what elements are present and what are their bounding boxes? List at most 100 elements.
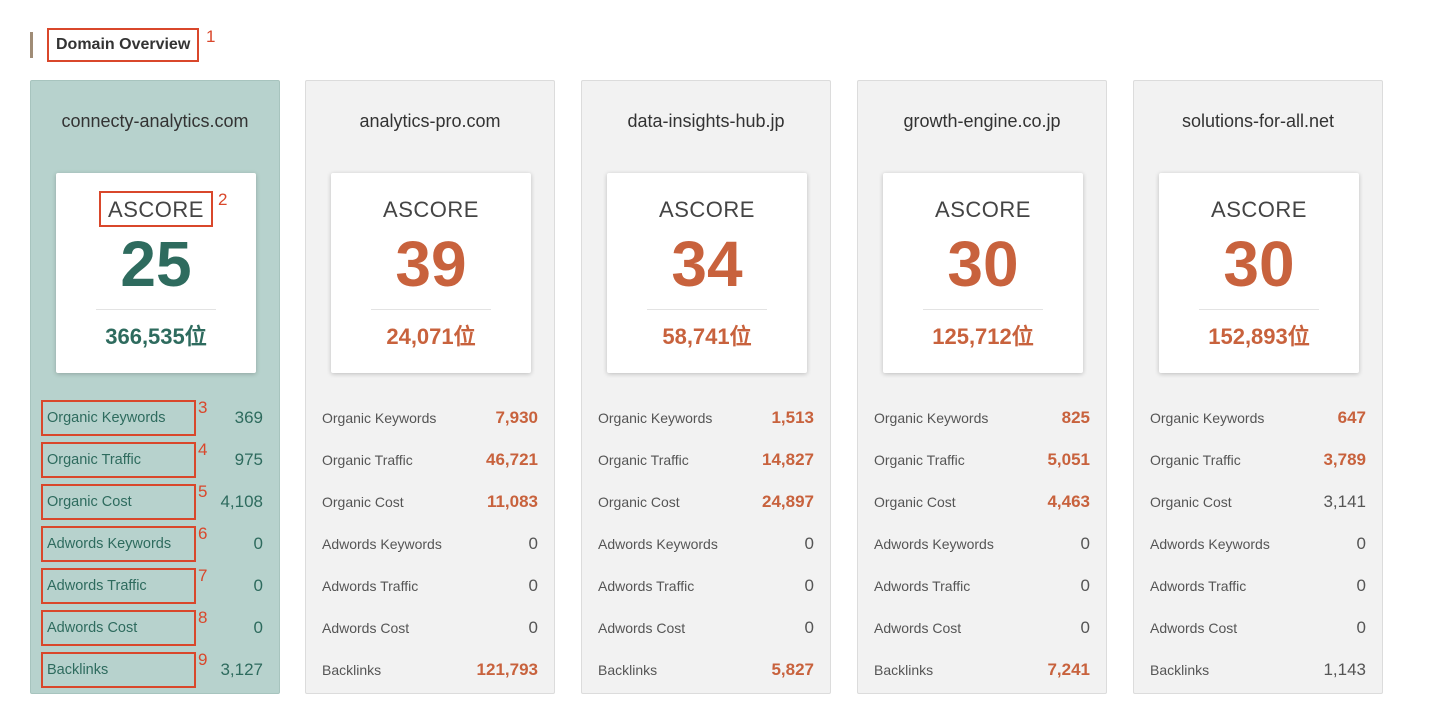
- ascore-annotation-box: [99, 191, 213, 227]
- header-annotation-box: Domain Overview: [47, 28, 200, 62]
- ascore-value: 39: [395, 228, 467, 300]
- annotation-number: 8: [198, 608, 208, 627]
- annotation-number: 9: [198, 650, 208, 669]
- metric-row: Adwords Keywords 0: [1134, 523, 1382, 565]
- card-domain-name: data-insights-hub.jp: [627, 111, 785, 131]
- metric-label: Organic Cost: [598, 494, 680, 510]
- metric-label[interactable]: Adwords Keywords: [41, 526, 196, 562]
- metric-label: Backlinks: [1150, 662, 1210, 678]
- metric-row: Backlinks 1,143: [1134, 649, 1382, 691]
- metric-value: 825: [1061, 408, 1090, 427]
- ascore-box: ASCORE 30 152,893位: [1159, 173, 1359, 373]
- score-divider: [96, 309, 216, 310]
- metric-row: Organic Keywords 7,930: [306, 397, 554, 439]
- metric-row: Adwords Keywords 0: [31, 523, 279, 565]
- metric-row: Adwords Cost 0: [1134, 607, 1382, 649]
- metric-value: 0: [1356, 618, 1366, 637]
- metric-row: Adwords Cost 0: [31, 607, 279, 649]
- metric-value: 0: [528, 534, 538, 553]
- metric-row: Adwords Keywords 0: [582, 523, 830, 565]
- annotation-number: 6: [198, 524, 208, 543]
- annotation-number: 2: [218, 190, 228, 209]
- metric-label: Adwords Keywords: [874, 536, 994, 552]
- metric-value: 14,827: [762, 450, 814, 469]
- metric-row: Adwords Cost 0: [858, 607, 1106, 649]
- metric-label: Backlinks: [322, 662, 382, 678]
- metric-row: Adwords Cost 0: [306, 607, 554, 649]
- metric-label: Adwords Cost: [874, 620, 962, 636]
- metric-label[interactable]: Organic Keywords: [41, 400, 196, 436]
- metric-row: Organic Cost 24,897: [582, 481, 830, 523]
- metric-label: Backlinks: [598, 662, 658, 678]
- metric-row: Adwords Traffic 0: [858, 565, 1106, 607]
- domain-card: solutions-for-all.net ASCORE 30 152,893位 Org…: [1133, 80, 1383, 694]
- metric-row: Organic Cost 11,083: [306, 481, 554, 523]
- metric-label[interactable]: Backlinks: [41, 652, 196, 688]
- metric-label: Adwords Cost: [322, 620, 410, 636]
- ascore-label: ASCORE: [659, 197, 755, 222]
- ascore-box: ASCORE 30 125,712位: [883, 173, 1083, 373]
- metric-value: 0: [1080, 534, 1090, 553]
- ascore-label: ASCORE: [383, 197, 479, 222]
- ascore-label: ASCORE: [1211, 197, 1307, 222]
- metric-label: Adwords Keywords: [1150, 536, 1270, 552]
- metric-row: Adwords Traffic 0: [1134, 565, 1382, 607]
- metric-label: Backlinks: [874, 662, 934, 678]
- metric-row: Adwords Keywords 0: [858, 523, 1106, 565]
- metric-label: Adwords Cost: [1150, 620, 1238, 636]
- metric-value: 0: [1356, 534, 1366, 553]
- metric-row: Adwords Cost 0: [582, 607, 830, 649]
- annotation-number: 1: [206, 27, 216, 46]
- metric-value: 0: [1080, 576, 1090, 595]
- ascore-rank: 24,071位: [386, 324, 476, 349]
- metric-value: 7,930: [495, 408, 538, 427]
- metric-label[interactable]: Adwords Traffic: [41, 568, 196, 604]
- section-header: Domain Overview: [30, 28, 200, 62]
- ascore-rank: 152,893位: [1208, 324, 1310, 349]
- metric-label: Organic Keywords: [1150, 410, 1265, 426]
- metric-label: Organic Keywords: [598, 410, 713, 426]
- metrics-list: Organic Keywords 369 Organic Traffic 975 Org…: [31, 397, 279, 691]
- header-accent-bar: [30, 32, 33, 58]
- metric-value: 4,463: [1047, 492, 1090, 511]
- metric-row: Adwords Traffic 0: [31, 565, 279, 607]
- metric-row: Organic Traffic 3,789: [1134, 439, 1382, 481]
- metric-value: 0: [253, 576, 263, 595]
- metric-value: 975: [234, 450, 263, 469]
- domain-card: analytics-pro.com ASCORE 39 24,071位 Organic …: [305, 80, 555, 694]
- domain-card-primary: connecty-analytics.com ASCORE 25 366,535位 Or…: [30, 80, 280, 694]
- ascore-rank: 125,712位: [932, 324, 1034, 349]
- score-divider: [1199, 309, 1319, 310]
- score-divider: [923, 309, 1043, 310]
- metric-value: 7,241: [1047, 660, 1090, 679]
- annotation-number: 4: [198, 440, 208, 459]
- card-domain-name: solutions-for-all.net: [1181, 111, 1335, 131]
- metric-row: Adwords Traffic 0: [582, 565, 830, 607]
- page-title: Domain Overview: [56, 36, 191, 53]
- metric-value: 5,051: [1047, 450, 1090, 469]
- ascore-value: 30: [947, 228, 1019, 300]
- metric-label[interactable]: Organic Cost: [41, 484, 196, 520]
- ascore-rank: 366,535位: [105, 324, 207, 349]
- metric-label: Adwords Traffic: [322, 578, 419, 594]
- metric-value: 647: [1337, 408, 1366, 427]
- metric-row: Backlinks 3,127: [31, 649, 279, 691]
- metric-value: 369: [234, 408, 263, 427]
- metric-value: 5,827: [771, 660, 814, 679]
- score-divider: [371, 309, 491, 310]
- metric-value: 3,141: [1323, 492, 1366, 511]
- ascore-value: 34: [671, 228, 743, 300]
- metric-row: Organic Cost 4,108: [31, 481, 279, 523]
- metric-row: Organic Keywords 369: [31, 397, 279, 439]
- domain-card: data-insights-hub.jp ASCORE 34 58,741位 Organ…: [581, 80, 831, 694]
- metric-value: 11,083: [486, 492, 538, 511]
- metric-label: Adwords Traffic: [874, 578, 971, 594]
- metric-label[interactable]: Adwords Cost: [41, 610, 196, 646]
- metric-label: Organic Keywords: [322, 410, 437, 426]
- metric-label: Adwords Traffic: [598, 578, 695, 594]
- metric-row: Backlinks 121,793: [306, 649, 554, 691]
- metric-label: Organic Traffic: [598, 452, 689, 468]
- metric-row: Organic Traffic 975: [31, 439, 279, 481]
- metric-label[interactable]: Organic Traffic: [41, 442, 196, 478]
- metric-value: 0: [253, 534, 263, 553]
